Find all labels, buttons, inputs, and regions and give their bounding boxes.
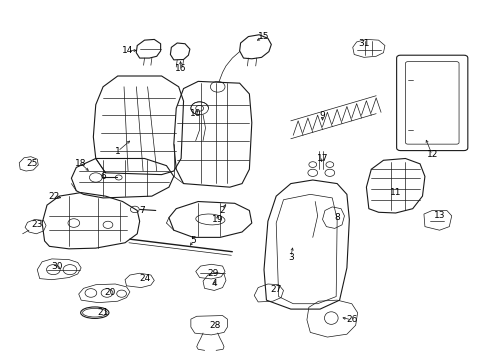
- Text: 1: 1: [115, 147, 121, 156]
- Text: 21: 21: [97, 308, 108, 317]
- Text: 22: 22: [49, 192, 60, 201]
- Text: 2: 2: [219, 206, 225, 215]
- Text: 13: 13: [433, 211, 445, 220]
- Text: 19: 19: [211, 215, 223, 224]
- Text: 4: 4: [211, 279, 217, 288]
- Text: 30: 30: [51, 262, 62, 271]
- Text: 14: 14: [122, 46, 133, 55]
- Text: 6: 6: [100, 172, 106, 181]
- Text: 15: 15: [258, 32, 269, 41]
- Text: 16: 16: [175, 64, 186, 73]
- Text: 7: 7: [139, 206, 144, 215]
- Text: 25: 25: [27, 159, 38, 168]
- Text: 5: 5: [190, 237, 196, 246]
- Text: 28: 28: [209, 321, 221, 330]
- Text: 23: 23: [32, 220, 43, 229]
- Text: 3: 3: [287, 253, 293, 262]
- Text: 24: 24: [139, 274, 150, 283]
- Text: 12: 12: [426, 150, 437, 159]
- Text: 18: 18: [75, 159, 87, 168]
- Text: 9: 9: [319, 111, 325, 120]
- Text: 17: 17: [316, 154, 327, 163]
- Text: 8: 8: [334, 213, 339, 222]
- Text: 10: 10: [190, 109, 201, 118]
- Text: 11: 11: [389, 188, 401, 197]
- Text: 20: 20: [104, 288, 116, 297]
- Text: 29: 29: [207, 269, 218, 278]
- Text: 27: 27: [270, 285, 281, 294]
- Text: 26: 26: [346, 315, 357, 324]
- Text: 31: 31: [358, 39, 369, 48]
